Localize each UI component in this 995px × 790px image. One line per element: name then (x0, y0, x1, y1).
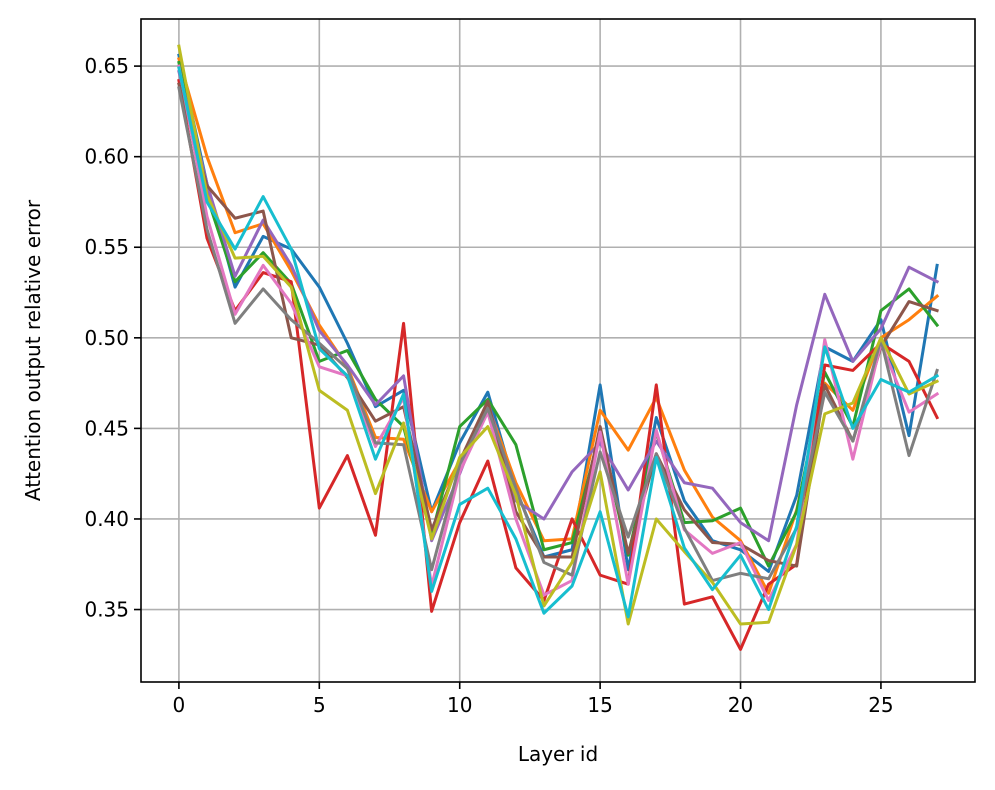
plot-frame (140, 18, 976, 683)
x-axis-label: Layer id (518, 742, 598, 766)
y-axis-label: Attention output relative error (21, 199, 45, 501)
x-tick-label: 20 (728, 693, 753, 717)
x-tick-label: 10 (447, 693, 472, 717)
y-tick-label: 0.35 (84, 598, 129, 622)
y-axis-ticks: 0.35 0.40 0.45 0.50 0.55 0.60 0.65 (84, 54, 141, 622)
x-tick-label: 25 (868, 693, 893, 717)
y-tick-label: 0.55 (84, 235, 129, 259)
series-line-10 (177, 66, 940, 619)
y-tick-label: 0.50 (84, 326, 129, 350)
series-line-1 (177, 53, 939, 573)
x-tick-label: 0 (173, 693, 186, 717)
x-axis-ticks: 0 5 10 15 20 25 (173, 682, 894, 717)
series-lines (177, 44, 940, 651)
x-tick-label: 5 (313, 693, 326, 717)
y-tick-label: 0.65 (84, 54, 129, 78)
x-tick-label: 15 (587, 693, 612, 717)
y-tick-label: 0.45 (84, 416, 129, 440)
y-tick-label: 0.40 (84, 507, 129, 531)
series-line-8 (177, 86, 939, 583)
series-line-9 (177, 44, 940, 626)
y-tick-label: 0.60 (84, 145, 129, 169)
